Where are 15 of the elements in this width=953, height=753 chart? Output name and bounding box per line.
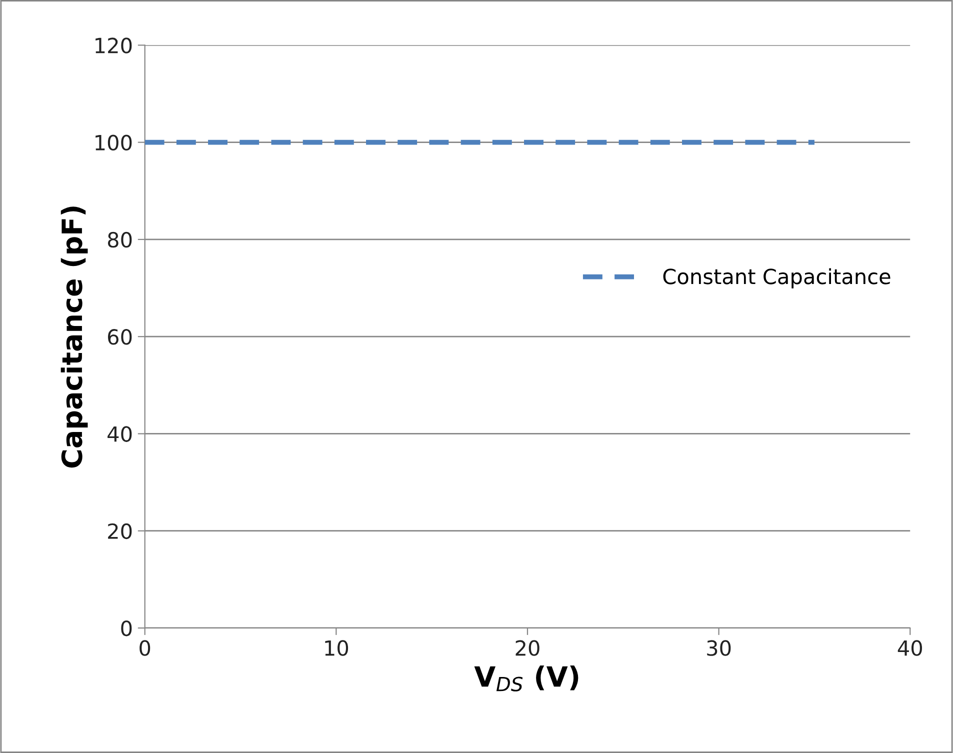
legend-label: Constant Capacitance (663, 268, 890, 288)
y-tick-label: 20 (108, 523, 132, 540)
y-tick-label: 60 (108, 329, 132, 345)
y-axis-title: Capacitance (pF) (60, 206, 88, 468)
x-tick-label: 40 (898, 640, 922, 656)
x-tick-label: 20 (516, 640, 540, 656)
y-tick-label: 80 (108, 232, 132, 248)
x-tick-label: 30 (707, 640, 731, 656)
x-axis-title: V$_{DS}$ (V) (474, 666, 578, 692)
y-tick-label: 120 (96, 38, 132, 54)
x-tick-label: 10 (325, 640, 348, 656)
y-tick-label: 0 (121, 620, 132, 636)
y-tick-label: 40 (108, 426, 132, 442)
y-tick-label: 100 (96, 134, 132, 151)
x-tick-label: 0 (140, 640, 150, 656)
